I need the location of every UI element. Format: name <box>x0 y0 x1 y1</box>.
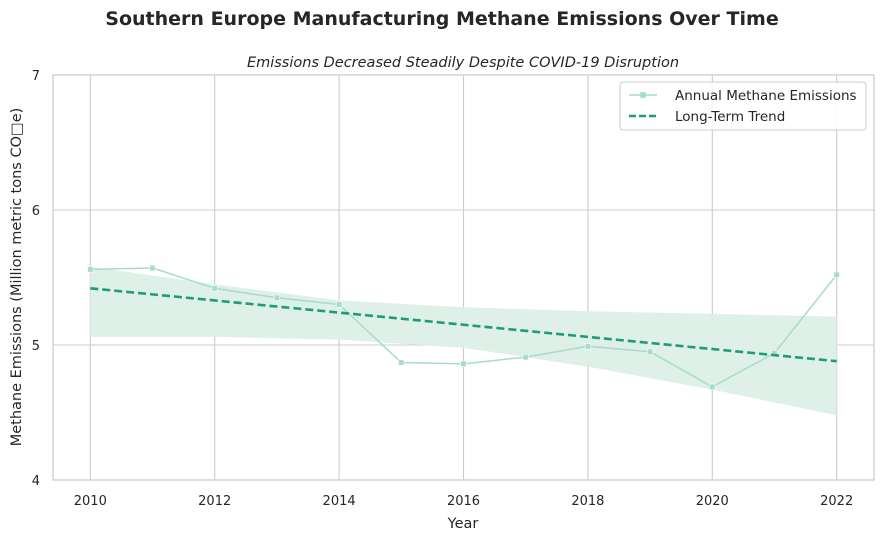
data-point-annual-methane-emissions <box>584 343 591 350</box>
x-tick-label: 2010 <box>74 494 107 509</box>
chart-title: Southern Europe Manufacturing Methane Em… <box>105 8 778 30</box>
data-point-annual-methane-emissions <box>709 383 716 390</box>
data-point-annual-methane-emissions <box>149 264 156 272</box>
series-line-long-term-trend <box>90 287 837 363</box>
chart-subtitle: Emissions Decreased Steadily Despite COV… <box>247 55 679 71</box>
y-tick-label: 6 <box>32 204 40 219</box>
legend-marker-annual-methane-emissions <box>640 92 646 98</box>
legend-label-annual-methane-emissions: Annual Methane Emissions <box>675 88 857 104</box>
y-tick-label: 5 <box>32 339 40 354</box>
legend-box <box>619 81 867 131</box>
legend: Annual Methane Emissions Long-Term Trend <box>619 81 867 131</box>
data-point-annual-methane-emissions <box>833 271 840 278</box>
x-tick-label: 2020 <box>696 494 729 509</box>
data-point-annual-methane-emissions <box>522 354 529 361</box>
x-tick-label: 2012 <box>198 494 231 509</box>
x-tick-label: 2018 <box>571 494 604 509</box>
data-point-annual-methane-emissions <box>87 266 94 273</box>
data-point-annual-methane-emissions <box>460 360 467 368</box>
trend-confidence-band <box>90 266 837 416</box>
y-tick-label: 7 <box>32 69 40 84</box>
y-tick-label: 4 <box>32 474 40 489</box>
legend-label-long-term-trend: Long-Term Trend <box>675 109 785 125</box>
data-point-annual-methane-emissions <box>211 285 218 292</box>
data-point-annual-methane-emissions <box>273 294 281 301</box>
x-axis-label: Year <box>447 516 479 532</box>
y-axis-label: Methane Emissions (Million metric tons C… <box>9 108 25 447</box>
x-tick-label: 2022 <box>820 494 853 509</box>
data-point-annual-methane-emissions <box>646 348 654 355</box>
data-point-annual-methane-emissions <box>336 301 343 308</box>
x-tick-label: 2016 <box>447 494 480 509</box>
plot-frame <box>52 74 875 481</box>
data-point-annual-methane-emissions <box>398 359 405 366</box>
plot-area: 2010 2012 2014 2016 2018 2020 2022 4 5 6 7 <box>32 69 875 509</box>
x-tick-label: 2014 <box>323 494 356 509</box>
